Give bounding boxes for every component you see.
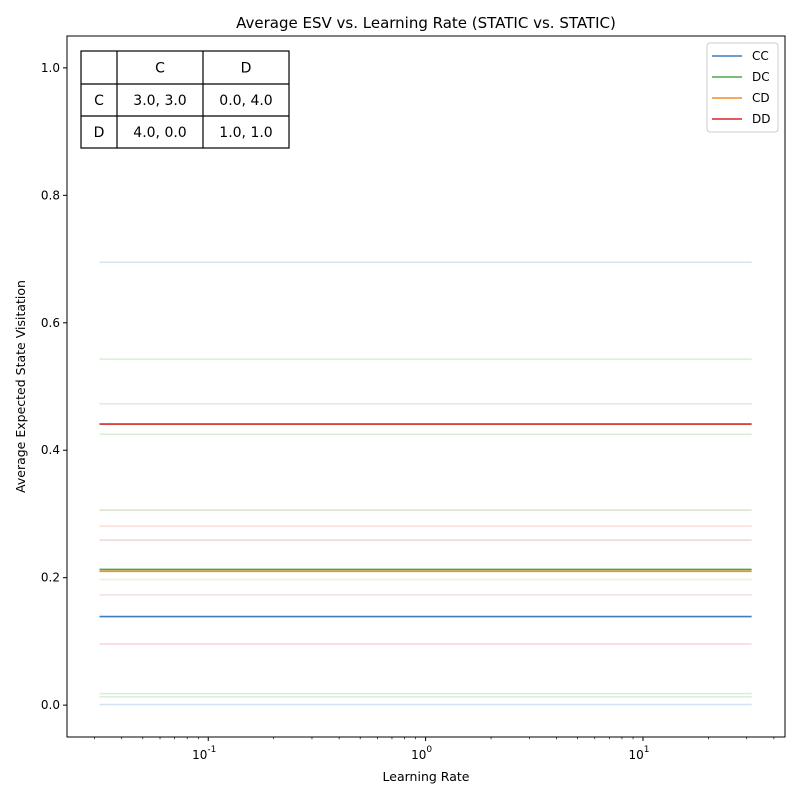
payoff-cell: C <box>94 93 104 109</box>
faint-lines <box>99 261 752 706</box>
legend-label-cc: CC <box>752 49 769 63</box>
chart-title: Average ESV vs. Learning Rate (STATIC vs… <box>236 14 616 32</box>
payoff-cell: C <box>155 61 165 77</box>
y-axis-ticks: 0.0 0.2 0.4 0.6 0.8 1.0 <box>41 61 67 712</box>
payoff-cell: 3.0, 3.0 <box>133 93 186 109</box>
y-axis-label: Average Expected State Visitation <box>13 280 28 493</box>
series-lines <box>99 423 752 618</box>
y-tick-label: 0.8 <box>41 188 60 202</box>
legend: CC DC CD DD <box>706 42 779 133</box>
legend-label-dd: DD <box>752 112 770 126</box>
x-axis-label: Learning Rate <box>383 769 470 784</box>
x-tick-label: 101 <box>628 745 649 762</box>
y-tick-label: 0.6 <box>41 316 60 330</box>
y-tick-label: 1.0 <box>41 61 60 75</box>
x-tick-label: 100 <box>411 745 432 762</box>
payoff-cell: 1.0, 1.0 <box>219 125 272 141</box>
y-tick-label: 0.4 <box>41 443 60 457</box>
legend-box <box>706 42 779 133</box>
payoff-cell: 0.0, 4.0 <box>219 93 272 109</box>
x-axis-ticks: 10-1 100 101 <box>94 737 775 762</box>
payoff-cell: D <box>94 125 105 141</box>
payoff-cell: 4.0, 0.0 <box>133 125 186 141</box>
x-tick-label: 10-1 <box>192 745 216 762</box>
payoff-table-frame <box>80 50 290 149</box>
legend-label-cd: CD <box>752 91 770 105</box>
y-tick-label: 0.0 <box>41 698 60 712</box>
y-tick-label: 0.2 <box>41 571 60 585</box>
legend-label-dc: DC <box>752 70 770 84</box>
payoff-table: C DC 3.0, 3.0 0.0, 4.0D 4.0, 0.0 1.0, 1.0 <box>80 50 290 149</box>
payoff-cell: D <box>241 61 252 77</box>
